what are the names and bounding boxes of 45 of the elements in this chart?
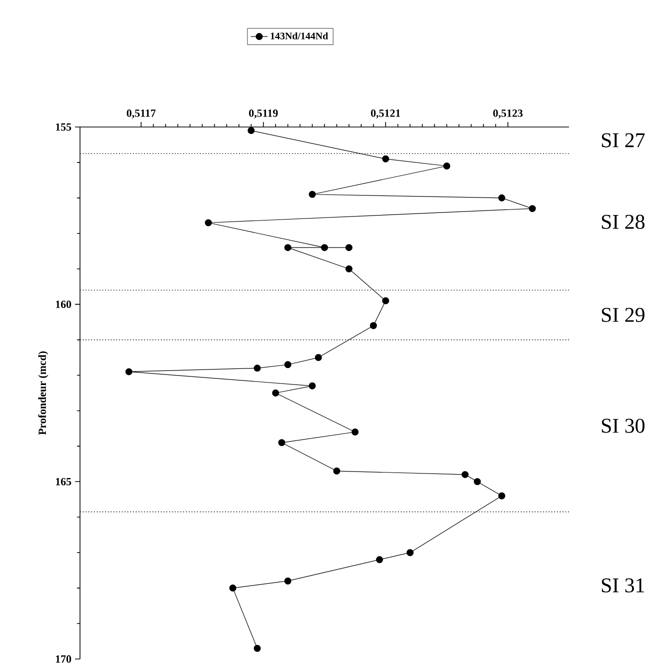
y-tick-label: 155 [56, 123, 72, 131]
y-tick-label: 165 [56, 478, 72, 486]
point [272, 389, 280, 396]
point [308, 190, 316, 198]
point [352, 428, 359, 436]
x-tick-label: 0,5117 [126, 109, 156, 118]
point [345, 244, 352, 252]
point [284, 577, 292, 584]
point [462, 471, 469, 478]
text: SI 27 [602, 133, 645, 148]
point [254, 644, 261, 652]
y-tick-label: 170 [56, 655, 72, 663]
point [345, 265, 352, 272]
point [498, 492, 506, 500]
legend-label: 143Nd/144Nd [270, 32, 328, 40]
point [278, 439, 286, 446]
point [498, 194, 506, 202]
point [406, 549, 414, 556]
point [474, 478, 481, 486]
point [308, 382, 316, 390]
point [229, 584, 236, 592]
text: SI 31 [602, 578, 644, 592]
point [248, 127, 255, 134]
point [376, 556, 384, 564]
text: SI 28 [602, 214, 644, 229]
point [333, 468, 340, 475]
point [284, 361, 292, 368]
point [370, 322, 377, 330]
x-tick-label: 0,5123 [493, 109, 523, 118]
point [382, 297, 390, 304]
text: SI 29 [602, 308, 644, 322]
point [382, 155, 390, 162]
point [284, 244, 292, 252]
x-tick-label: 0,5119 [249, 109, 278, 118]
point [204, 219, 212, 226]
point [443, 162, 450, 170]
y-tick-label: 160 [56, 300, 72, 308]
point [314, 354, 322, 362]
point [254, 364, 261, 372]
point [528, 205, 536, 212]
y-axis-title: Profondeur (mcd) [38, 351, 48, 435]
point [321, 244, 328, 252]
x-tick-label: 0,5121 [370, 109, 400, 118]
text: SI 30 [602, 418, 644, 433]
point [125, 368, 132, 376]
